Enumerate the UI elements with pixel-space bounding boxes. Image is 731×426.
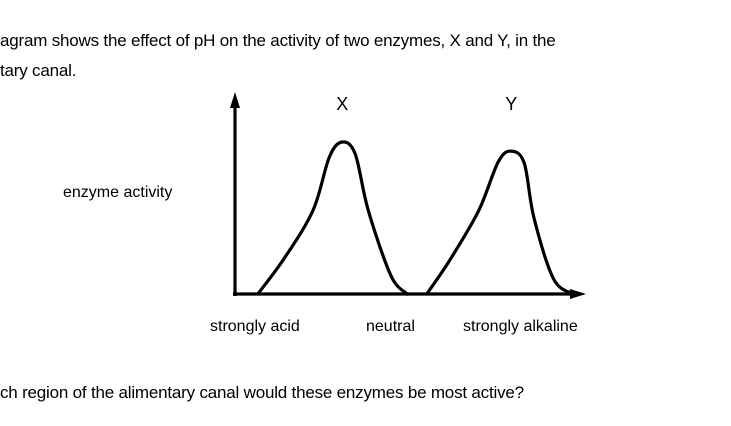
peak-label-y: Y [505, 94, 517, 114]
series-curves [256, 140, 575, 296]
x-tick-label-strongly-acid: strongly acid [210, 318, 300, 335]
question-text: ch region of the alimentary canal would … [0, 383, 524, 402]
y-axis-label: enzyme activity [63, 184, 173, 201]
x-axis-arrow [570, 289, 586, 299]
y-axis-arrow [230, 92, 240, 108]
series-curve-x [256, 140, 409, 296]
intro-text-line-1: agram shows the effect of pH on the acti… [0, 31, 556, 50]
series-curve-y [425, 149, 575, 296]
x-tick-label-neutral: neutral [366, 318, 415, 335]
intro-text-line-2: tary canal. [0, 61, 77, 80]
x-tick-label-strongly-alkaline: strongly alkaline [463, 318, 578, 335]
peak-label-x: X [336, 94, 348, 114]
